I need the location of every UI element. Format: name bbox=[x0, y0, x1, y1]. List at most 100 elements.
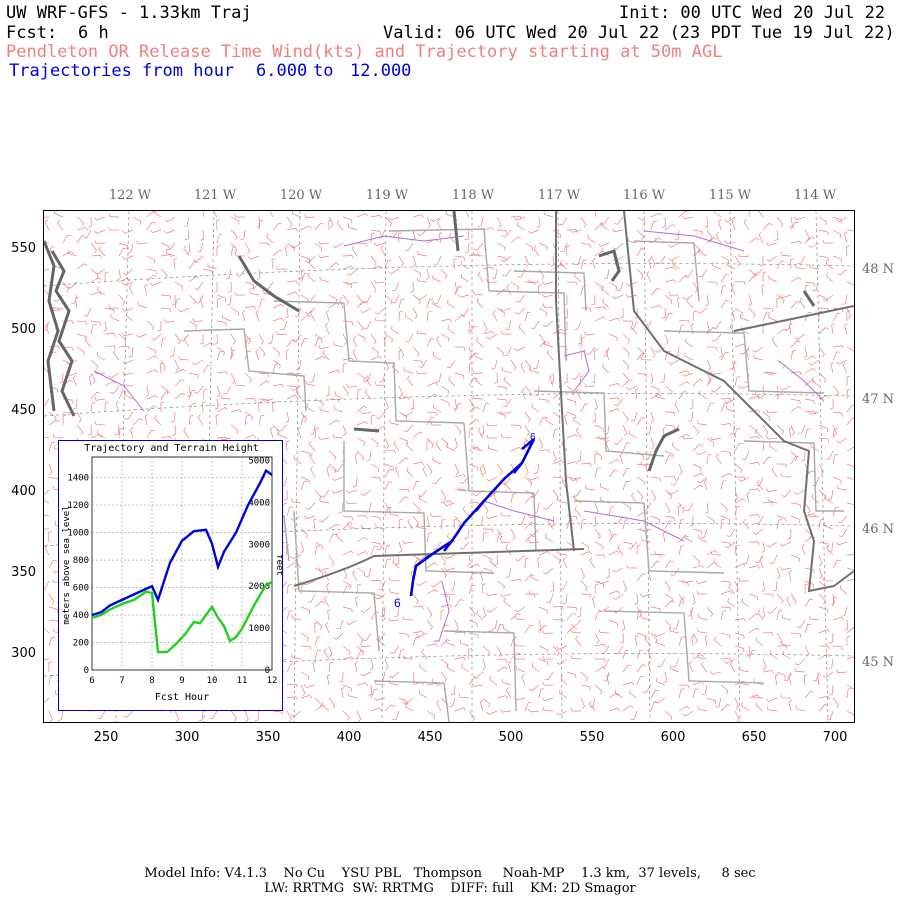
wind-barb bbox=[104, 271, 109, 283]
wind-barb bbox=[160, 391, 170, 400]
wind-barb bbox=[422, 466, 428, 478]
wind-barb bbox=[506, 284, 512, 296]
trajectory-barb bbox=[474, 500, 486, 512]
wind-barb bbox=[430, 580, 442, 588]
wind-barb bbox=[443, 502, 456, 507]
wind-barb bbox=[39, 432, 50, 439]
wind-barb bbox=[216, 385, 221, 398]
wind-barb bbox=[493, 491, 498, 504]
wind-barb bbox=[472, 251, 484, 257]
wind-barb bbox=[178, 355, 190, 361]
wind-barb bbox=[775, 385, 779, 397]
inset-x-tick-label: 11 bbox=[237, 676, 248, 686]
wind-barb bbox=[90, 359, 99, 370]
wind-barb bbox=[170, 411, 176, 423]
wind-barb bbox=[524, 535, 535, 543]
wind-barb bbox=[706, 453, 712, 465]
wind-barb bbox=[314, 649, 322, 660]
init-time: Init: 00 UTC Wed 20 Jul 22 bbox=[619, 3, 886, 23]
lat-label: 47 N bbox=[862, 392, 895, 407]
wind-barb bbox=[776, 463, 788, 468]
wind-barb bbox=[538, 284, 542, 296]
wind-barb bbox=[256, 216, 261, 228]
wind-barb bbox=[692, 229, 703, 235]
wind-barb bbox=[664, 502, 671, 514]
wind-barb bbox=[59, 372, 64, 384]
wind-barb bbox=[496, 307, 505, 317]
wind-barb bbox=[468, 326, 478, 335]
wind-barb bbox=[404, 313, 414, 322]
wind-barb bbox=[528, 590, 540, 595]
wind-barb bbox=[594, 398, 598, 411]
wind-barb bbox=[662, 531, 667, 543]
wind-barb bbox=[788, 427, 793, 439]
wind-barb bbox=[174, 298, 181, 309]
wind-barb bbox=[608, 382, 621, 387]
wind-barb bbox=[76, 333, 87, 340]
wind-barb bbox=[278, 431, 288, 439]
inset-right-tick-label: 0 bbox=[265, 666, 270, 676]
wind-barb bbox=[266, 233, 274, 244]
wind-barb bbox=[285, 544, 290, 556]
wind-barb bbox=[500, 330, 512, 335]
wind-barb bbox=[437, 219, 442, 231]
wind-barb bbox=[606, 673, 610, 686]
wind-barb bbox=[48, 476, 59, 483]
wind-barb bbox=[668, 255, 680, 261]
wind-barb bbox=[640, 528, 652, 532]
wind-barb bbox=[790, 515, 800, 524]
wind-barb bbox=[636, 229, 644, 240]
wind-barb bbox=[517, 268, 526, 278]
wind-barb bbox=[729, 323, 736, 335]
wind-barb bbox=[715, 232, 722, 244]
wind-barb bbox=[468, 606, 476, 617]
wind-barb bbox=[538, 242, 548, 251]
wind-barb bbox=[432, 300, 442, 309]
wind-barb bbox=[314, 697, 322, 708]
wind-barb bbox=[505, 544, 512, 556]
wind-barb bbox=[846, 245, 850, 257]
wind-barb bbox=[412, 431, 423, 439]
wind-barb bbox=[545, 416, 554, 426]
wind-barb bbox=[450, 684, 456, 696]
wind-barb bbox=[183, 216, 190, 227]
wind-barb bbox=[272, 710, 284, 716]
wind-barb bbox=[818, 489, 826, 500]
wind-barb bbox=[790, 502, 801, 508]
wind-barb bbox=[630, 323, 638, 335]
wind-barb bbox=[574, 320, 582, 330]
wind-barb bbox=[128, 346, 134, 358]
wind-barb bbox=[622, 468, 630, 478]
wind-barb bbox=[216, 346, 225, 356]
wind-barb bbox=[418, 359, 428, 368]
wind-barb bbox=[527, 229, 540, 234]
wind-barb bbox=[457, 294, 470, 298]
wind-barb bbox=[468, 362, 474, 374]
wind-barb bbox=[594, 281, 603, 291]
wind-barb bbox=[216, 407, 228, 413]
wind-barb bbox=[48, 419, 60, 426]
wind-barb bbox=[151, 333, 162, 341]
wind-barb bbox=[589, 700, 596, 712]
trajectory-end-label: 6 bbox=[530, 432, 536, 443]
wind-barb bbox=[817, 674, 821, 686]
wind-barb bbox=[818, 229, 829, 236]
wind-barb bbox=[398, 649, 405, 660]
wind-barb bbox=[748, 593, 759, 601]
wind-barb bbox=[286, 610, 293, 621]
wind-barb bbox=[504, 320, 512, 331]
wind-barb bbox=[769, 554, 778, 564]
forecast-label: Fcst: bbox=[6, 23, 58, 43]
wind-barb bbox=[594, 306, 606, 310]
wind-barb bbox=[790, 593, 797, 605]
wind-barb bbox=[622, 442, 631, 452]
wind-barb bbox=[454, 619, 459, 631]
wind-barb bbox=[370, 579, 382, 584]
wind-barb bbox=[634, 593, 638, 605]
wind-barb bbox=[776, 328, 788, 335]
wind-barb bbox=[486, 476, 498, 482]
wind-barb bbox=[781, 614, 792, 621]
wind-barb bbox=[426, 416, 435, 426]
wind-barb bbox=[90, 268, 99, 278]
wind-barb bbox=[202, 268, 213, 275]
